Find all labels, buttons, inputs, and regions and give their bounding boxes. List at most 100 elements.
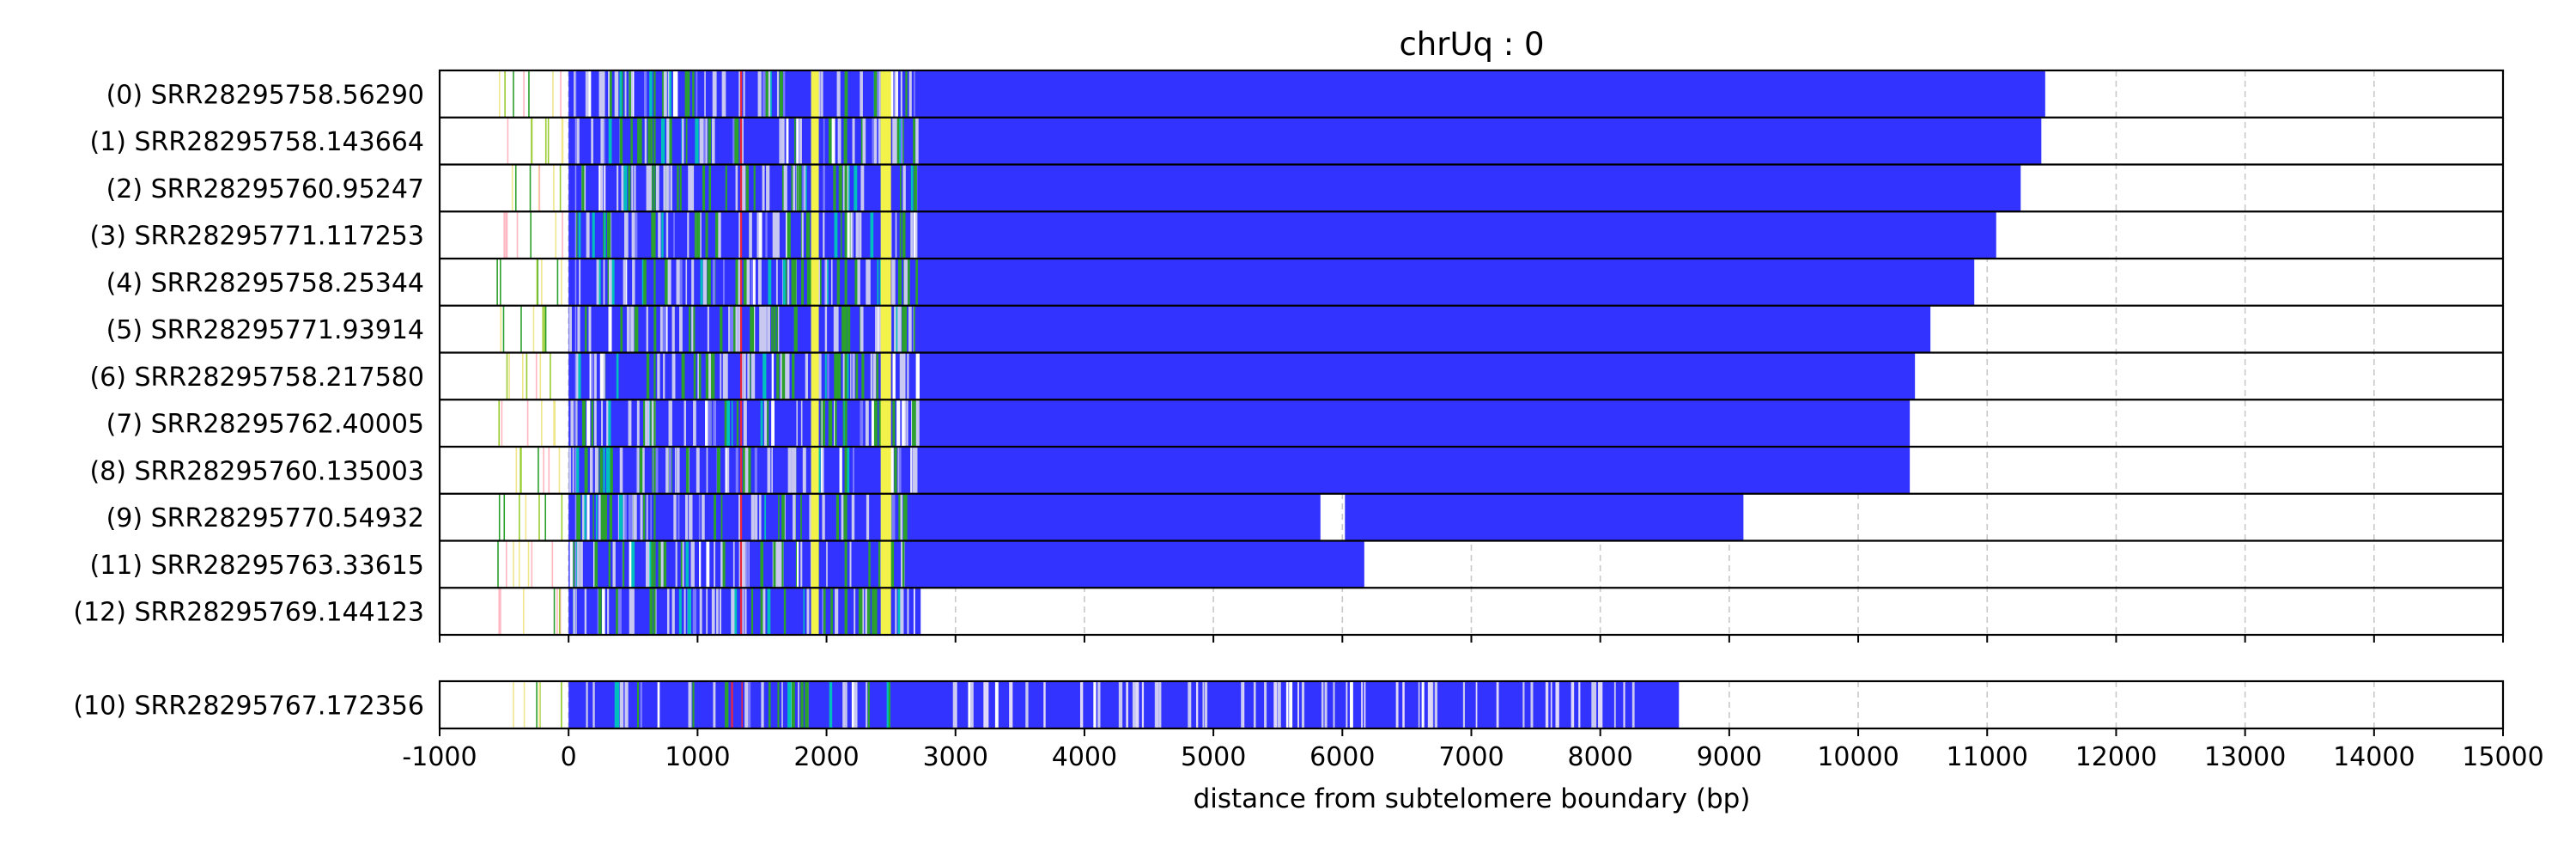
x-tick-label: 8000 — [1568, 742, 1633, 772]
variant-stripe — [585, 70, 589, 118]
variant-stripe — [781, 117, 783, 165]
read-label: (10) SRR28295767.172356 — [73, 692, 424, 722]
variant-stripe — [678, 305, 683, 353]
variant-stripe — [646, 164, 648, 212]
variant-stripe — [836, 259, 840, 306]
variant-stripe — [866, 493, 870, 541]
variant-stripe — [666, 588, 670, 635]
variant-stripe — [702, 117, 706, 165]
variant-band — [741, 681, 743, 728]
variant-stripe — [678, 447, 680, 494]
variant-stripe — [707, 259, 711, 306]
variant-stripe — [649, 70, 653, 118]
variant-band — [739, 399, 743, 447]
variant-stripe — [868, 540, 871, 588]
variant-band — [574, 117, 577, 165]
variant-stripe — [594, 540, 598, 588]
variant-stripe — [669, 70, 671, 118]
variant-band — [880, 399, 891, 447]
variant-stripe — [873, 399, 878, 447]
variant-stripe — [768, 259, 770, 306]
variant-stripe — [860, 399, 863, 447]
variant-stripe — [1431, 681, 1434, 728]
variant-stripe — [616, 588, 618, 635]
variant-stripe — [767, 305, 771, 353]
subtelomere-mark — [503, 493, 506, 541]
variant-band — [811, 164, 819, 212]
variant-stripe — [805, 211, 811, 259]
subtelomere-mark — [544, 117, 547, 165]
subtelomere-mark — [554, 399, 556, 447]
subtelomere-mark — [500, 305, 502, 353]
variant-stripe — [744, 681, 749, 728]
variant-stripe — [655, 164, 659, 212]
variant-stripe — [792, 352, 795, 400]
variant-band — [811, 211, 819, 259]
variant-stripe — [701, 117, 704, 165]
variant-stripe — [1550, 681, 1552, 728]
variant-stripe — [570, 399, 574, 447]
variant-stripe — [914, 164, 917, 212]
variant-stripe — [699, 540, 702, 588]
variant-stripe — [862, 117, 866, 165]
subtelomere-mark — [553, 588, 556, 635]
variant-stripe — [871, 399, 875, 447]
variant-stripe — [878, 540, 882, 588]
variant-stripe — [606, 447, 609, 494]
variant-stripe — [634, 164, 636, 212]
variant-stripe — [781, 352, 786, 400]
variant-stripe — [762, 164, 765, 212]
variant-stripe — [568, 305, 572, 353]
variant-stripe — [878, 305, 883, 353]
variant-stripe — [650, 493, 652, 541]
variant-stripe — [569, 540, 573, 588]
variant-stripe — [1297, 681, 1299, 728]
repeat-bar — [568, 493, 1321, 541]
variant-stripe — [839, 117, 841, 165]
variant-stripe — [616, 681, 620, 728]
variant-stripe — [600, 117, 605, 165]
variant-stripe — [1598, 681, 1601, 728]
variant-stripe — [665, 259, 668, 306]
variant-stripe — [645, 399, 648, 447]
variant-stripe — [586, 399, 591, 447]
subtelomere-mark — [498, 588, 501, 635]
subtelomere-mark — [559, 164, 562, 212]
subtelomere-mark — [558, 447, 561, 494]
variant-band — [811, 588, 819, 635]
variant-stripe — [872, 588, 874, 635]
x-tick-label: 4000 — [1052, 742, 1117, 772]
variant-stripe — [578, 211, 581, 259]
variant-stripe — [708, 399, 712, 447]
variant-stripe — [915, 117, 919, 165]
variant-stripe — [618, 493, 623, 541]
variant-stripe — [912, 399, 914, 447]
variant-stripe — [682, 117, 684, 165]
variant-band — [574, 493, 577, 541]
variant-band — [653, 352, 656, 400]
variant-stripe — [854, 588, 856, 635]
variant-stripe — [739, 211, 741, 259]
variant-stripe — [712, 117, 715, 165]
variant-stripe — [649, 540, 652, 588]
variant-stripe — [866, 588, 871, 635]
variant-stripe — [847, 164, 849, 212]
variant-stripe — [781, 540, 784, 588]
variant-stripe — [1530, 681, 1534, 728]
variant-stripe — [842, 681, 846, 728]
variant-stripe — [624, 493, 627, 541]
variant-stripe — [624, 681, 629, 728]
variant-stripe — [902, 117, 904, 165]
subtelomere-mark — [556, 259, 559, 306]
variant-band — [811, 493, 819, 541]
variant-stripe — [699, 588, 702, 635]
variant-stripe — [759, 493, 762, 541]
variant-stripe — [1202, 681, 1205, 728]
variant-band — [653, 70, 656, 118]
variant-stripe — [801, 259, 805, 306]
subtelomere-mark — [519, 493, 520, 541]
variant-stripe — [857, 259, 860, 306]
variant-stripe — [824, 352, 827, 400]
variant-stripe — [763, 399, 768, 447]
variant-stripe — [694, 211, 696, 259]
